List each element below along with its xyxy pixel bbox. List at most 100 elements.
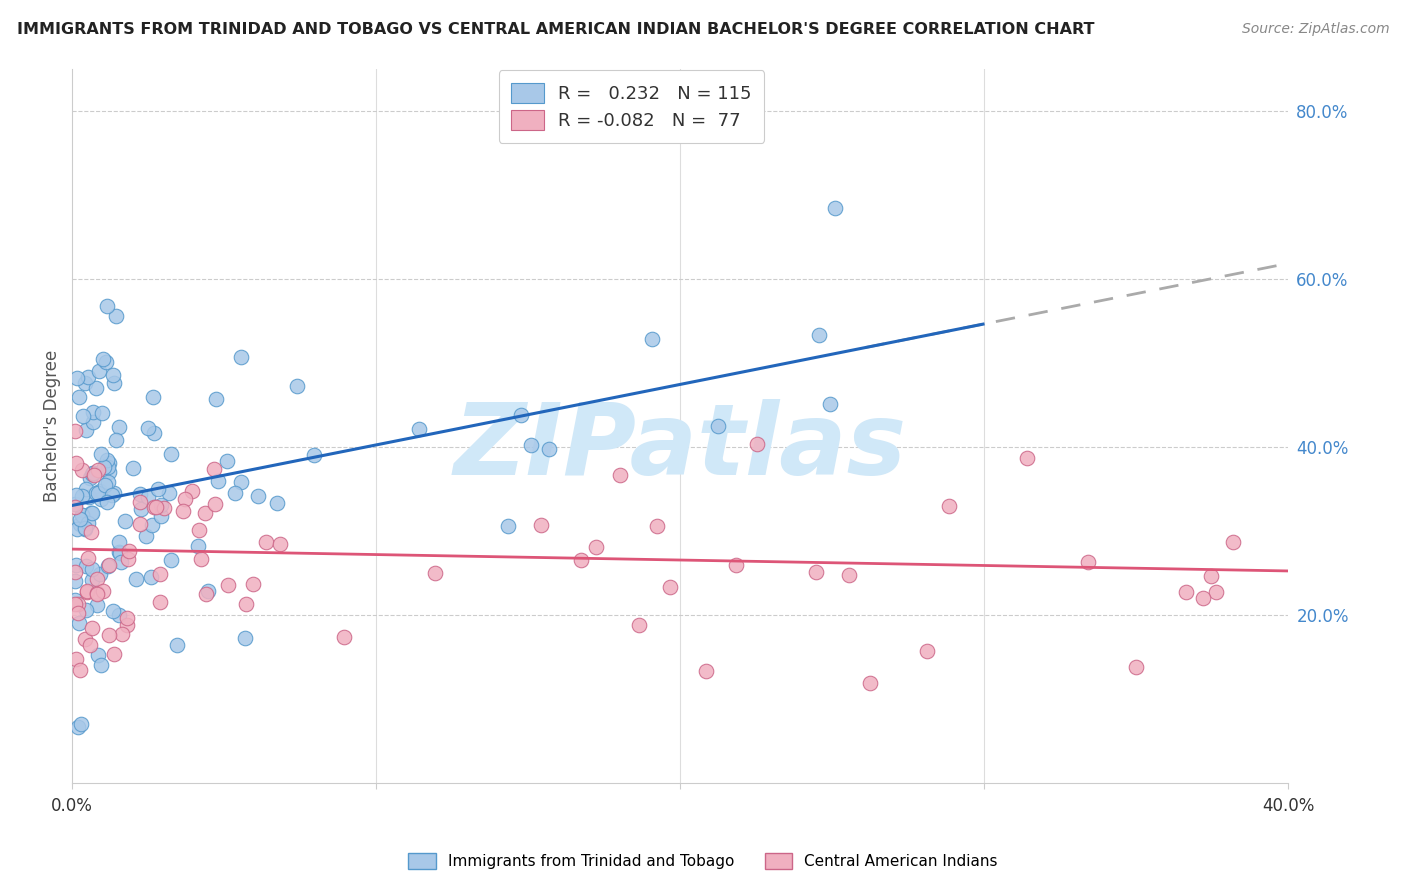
Y-axis label: Bachelor's Degree: Bachelor's Degree <box>44 350 60 501</box>
Point <box>207 474 229 488</box>
Point <box>408 422 430 436</box>
Point <box>67 615 90 630</box>
Point <box>215 454 238 468</box>
Point <box>76 584 98 599</box>
Point <box>65 598 87 612</box>
Point <box>142 426 165 441</box>
Point <box>627 617 650 632</box>
Point <box>90 492 112 507</box>
Point <box>83 468 105 483</box>
Point <box>153 500 176 515</box>
Point <box>97 558 120 573</box>
Point <box>1077 555 1099 569</box>
Point <box>157 486 180 500</box>
Point <box>141 570 163 584</box>
Point <box>173 492 195 507</box>
Point <box>82 466 104 480</box>
Legend: Immigrants from Trinidad and Tobago, Central American Indians: Immigrants from Trinidad and Tobago, Cen… <box>402 847 1004 875</box>
Point <box>117 552 139 566</box>
Point <box>75 521 97 535</box>
Point <box>122 460 145 475</box>
Point <box>645 518 668 533</box>
Point <box>89 484 111 499</box>
Point <box>66 370 89 384</box>
Point <box>530 517 553 532</box>
Point <box>86 648 108 663</box>
Point <box>90 658 112 673</box>
Point <box>287 379 309 393</box>
Point <box>75 423 97 437</box>
Point <box>333 630 356 644</box>
Point <box>91 584 114 599</box>
Point <box>304 448 326 462</box>
Point <box>111 626 134 640</box>
Point <box>149 567 172 582</box>
Point <box>69 664 91 678</box>
Point <box>84 381 107 395</box>
Point <box>138 490 160 504</box>
Point <box>97 475 120 489</box>
Point <box>97 465 120 479</box>
Point <box>87 363 110 377</box>
Point <box>149 499 172 513</box>
Point <box>76 369 98 384</box>
Point <box>808 328 831 343</box>
Point <box>706 419 728 434</box>
Point <box>1199 569 1222 583</box>
Point <box>101 604 124 618</box>
Point <box>187 540 209 554</box>
Point <box>76 516 98 530</box>
Point <box>585 540 607 554</box>
Point <box>80 506 103 520</box>
Point <box>233 631 256 645</box>
Point <box>86 572 108 586</box>
Point <box>141 517 163 532</box>
Point <box>67 721 90 735</box>
Point <box>70 463 93 477</box>
Point <box>65 424 87 438</box>
Text: Source: ZipAtlas.com: Source: ZipAtlas.com <box>1241 22 1389 37</box>
Text: ZIPatlas: ZIPatlas <box>454 399 907 496</box>
Point <box>94 477 117 491</box>
Point <box>1125 660 1147 674</box>
Point <box>149 595 172 609</box>
Point <box>80 506 103 520</box>
Legend: R =   0.232   N = 115, R = -0.082   N =  77: R = 0.232 N = 115, R = -0.082 N = 77 <box>499 70 765 143</box>
Point <box>73 522 96 536</box>
Point <box>166 638 188 652</box>
Point <box>77 550 100 565</box>
Point <box>65 592 87 607</box>
Point <box>117 617 139 632</box>
Point <box>72 409 94 423</box>
Point <box>65 500 87 514</box>
Point <box>180 483 202 498</box>
Point <box>96 453 118 467</box>
Point <box>89 567 111 582</box>
Point <box>838 568 860 582</box>
Point <box>66 522 89 536</box>
Point <box>108 420 131 434</box>
Point <box>194 506 217 520</box>
Point <box>1205 584 1227 599</box>
Point <box>745 436 768 450</box>
Point <box>103 368 125 382</box>
Point <box>87 463 110 477</box>
Point <box>496 519 519 533</box>
Point <box>80 621 103 635</box>
Point <box>65 456 87 470</box>
Point <box>67 390 90 404</box>
Point <box>69 512 91 526</box>
Point <box>824 201 846 215</box>
Point <box>72 489 94 503</box>
Point <box>84 485 107 500</box>
Point <box>66 606 89 620</box>
Point <box>69 516 91 531</box>
Point <box>609 467 631 482</box>
Point <box>247 489 270 503</box>
Point <box>110 555 132 569</box>
Point <box>104 434 127 448</box>
Point <box>217 577 239 591</box>
Point <box>65 574 87 588</box>
Point <box>172 504 194 518</box>
Point <box>235 598 257 612</box>
